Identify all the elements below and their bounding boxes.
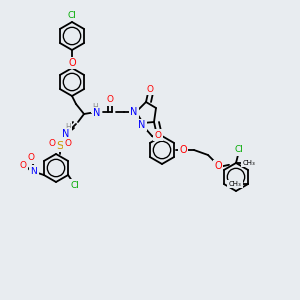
- Text: Cl: Cl: [71, 181, 80, 190]
- Text: Cl: Cl: [68, 11, 76, 20]
- Text: N: N: [31, 167, 37, 176]
- Text: O: O: [106, 95, 113, 104]
- Text: O: O: [146, 85, 154, 94]
- Text: O: O: [49, 140, 56, 148]
- Text: H: H: [65, 124, 71, 133]
- Text: Cl: Cl: [235, 146, 243, 154]
- Text: CH₃: CH₃: [243, 160, 255, 166]
- Text: O: O: [20, 161, 26, 170]
- Text: N: N: [93, 108, 101, 118]
- Text: N: N: [130, 107, 138, 117]
- Text: O: O: [64, 140, 71, 148]
- Text: CH₃: CH₃: [229, 181, 242, 187]
- Text: S: S: [56, 141, 64, 151]
- Text: O: O: [68, 58, 76, 68]
- Text: N: N: [62, 129, 70, 139]
- Text: O: O: [154, 130, 161, 140]
- Text: O: O: [214, 161, 222, 171]
- Text: O: O: [27, 154, 34, 163]
- Text: O: O: [179, 145, 187, 155]
- Text: N: N: [138, 120, 146, 130]
- Text: O: O: [62, 128, 70, 136]
- Text: H: H: [92, 103, 98, 112]
